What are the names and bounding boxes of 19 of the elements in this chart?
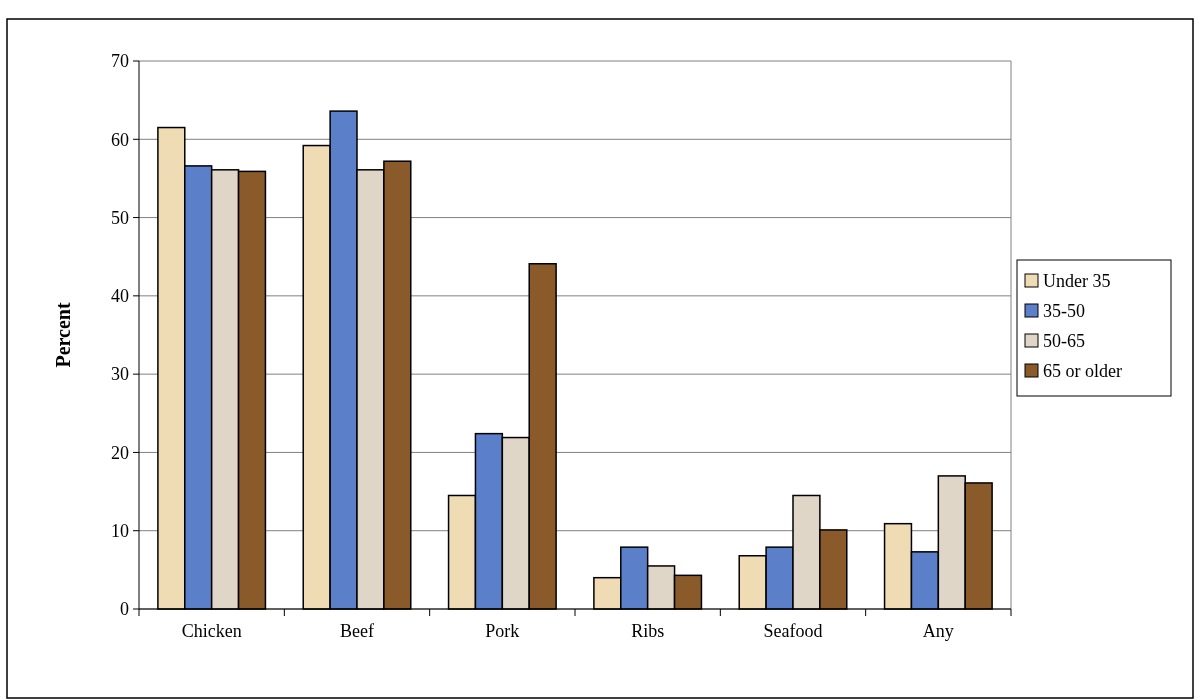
y-tick-label: 20 bbox=[111, 442, 129, 463]
y-tick-label: 70 bbox=[111, 51, 129, 72]
x-tick-label: Any bbox=[922, 621, 954, 641]
y-axis-title: Percent bbox=[52, 302, 74, 368]
y-tick-label: 10 bbox=[111, 521, 129, 542]
legend-label: 50-65 bbox=[1043, 331, 1085, 352]
x-tick-label: Beef bbox=[340, 621, 374, 641]
x-tick-label: Chicken bbox=[181, 621, 242, 641]
y-tick-label: 30 bbox=[111, 364, 129, 385]
y-tick-label: 0 bbox=[120, 599, 129, 620]
x-tick-label: Ribs bbox=[631, 621, 665, 641]
y-tick-label: 40 bbox=[111, 286, 129, 307]
legend-label: Under 35 bbox=[1043, 271, 1111, 292]
x-tick-label: Seafood bbox=[763, 621, 823, 641]
y-tick-label: 60 bbox=[111, 129, 129, 150]
legend-label: 35-50 bbox=[1043, 301, 1085, 322]
x-tick-label: Pork bbox=[485, 621, 520, 641]
y-tick-label: 50 bbox=[111, 207, 129, 228]
legend-label: 65 or older bbox=[1043, 361, 1122, 382]
